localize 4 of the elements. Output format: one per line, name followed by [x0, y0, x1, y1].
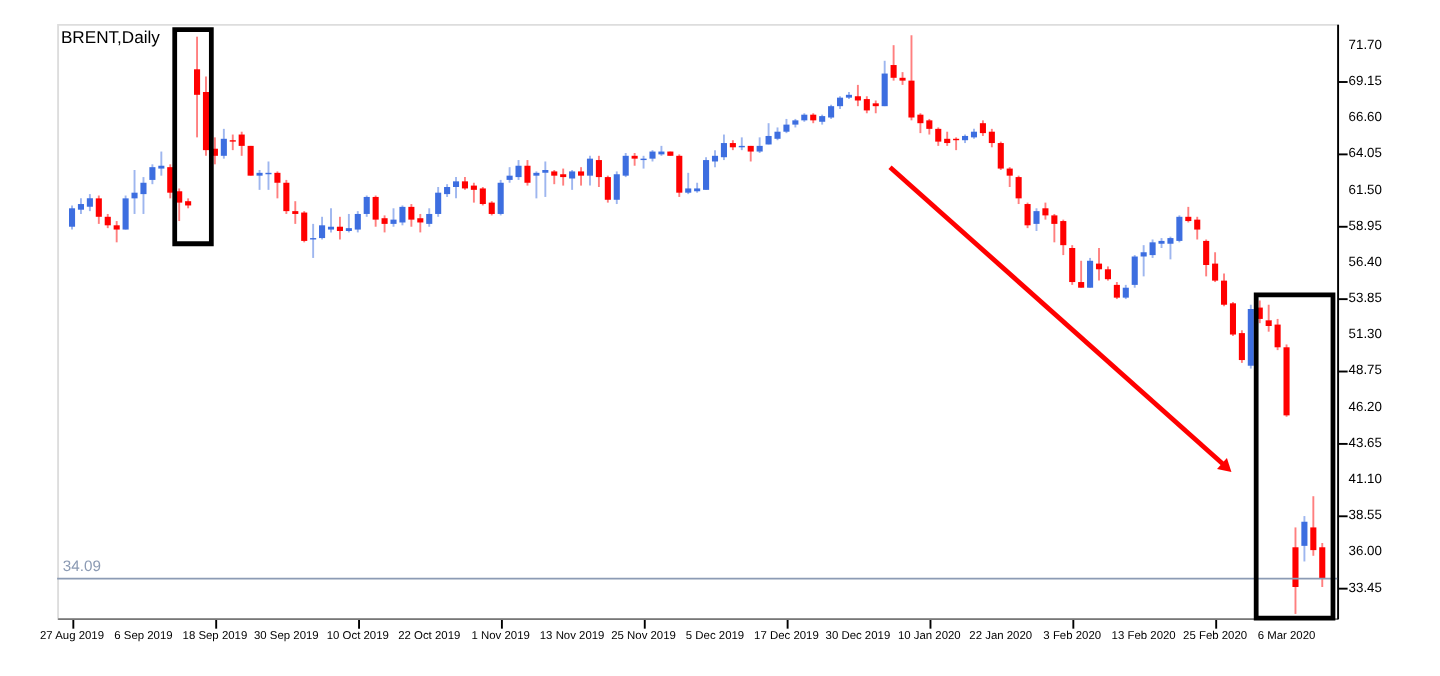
candlestick [122, 194, 129, 231]
ref-line-label: 34.09 [62, 557, 101, 575]
candlestick [247, 144, 254, 177]
chart-title: BRENT,Daily [60, 26, 162, 47]
